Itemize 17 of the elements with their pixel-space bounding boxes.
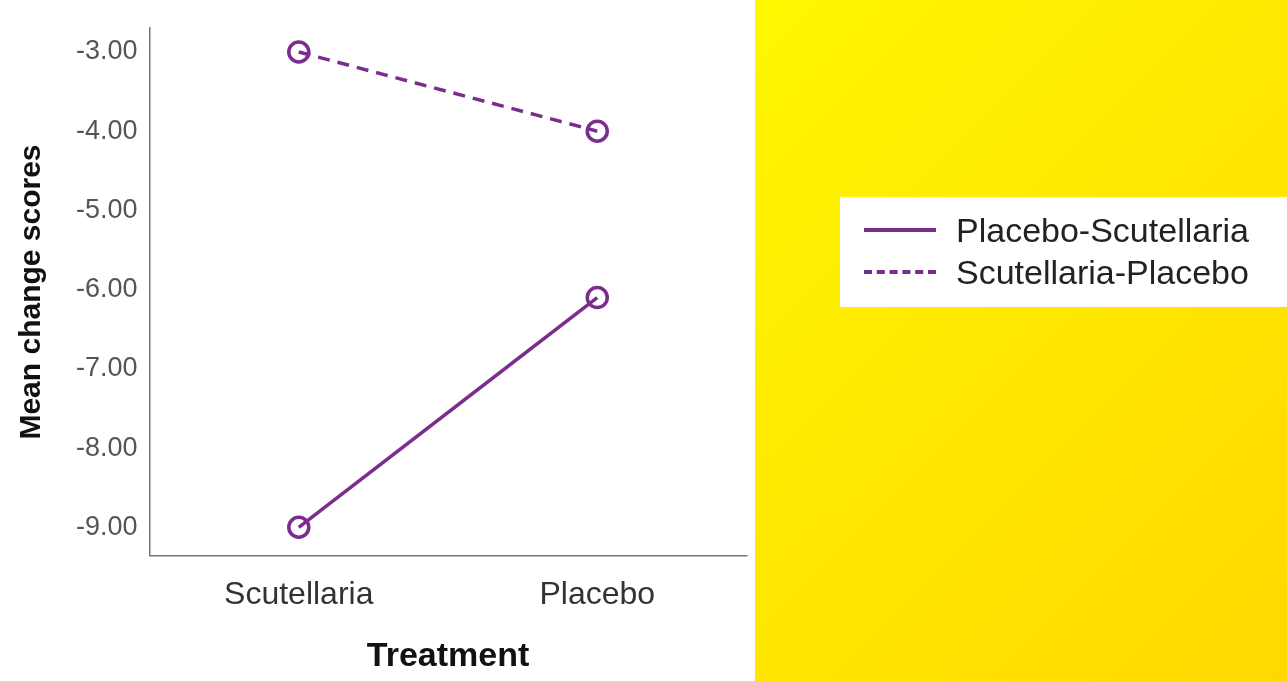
point <box>585 119 610 143</box>
point <box>287 40 311 64</box>
y-tick-label: -5.00 <box>75 193 138 224</box>
x-tick-label: Scutellaria <box>224 574 374 611</box>
point <box>585 285 610 310</box>
x-axis-title: Treatment <box>366 634 530 673</box>
y-axis-title: Mean change scores <box>13 144 47 440</box>
y-tick-label: -4.00 <box>75 114 138 145</box>
y-tick-label: -8.00 <box>75 431 138 462</box>
legend-label: Placebo-Scutellaria <box>956 210 1249 250</box>
x-tick-label: Placebo <box>539 574 656 611</box>
y-tick-label: -9.00 <box>75 510 138 541</box>
y-tick-label: -3.00 <box>75 35 138 66</box>
legend-label: Scutellaria-Placebo <box>956 252 1249 292</box>
y-tick-label: -6.00 <box>75 273 138 304</box>
y-tick-label: -7.00 <box>75 352 138 383</box>
point <box>287 515 311 540</box>
